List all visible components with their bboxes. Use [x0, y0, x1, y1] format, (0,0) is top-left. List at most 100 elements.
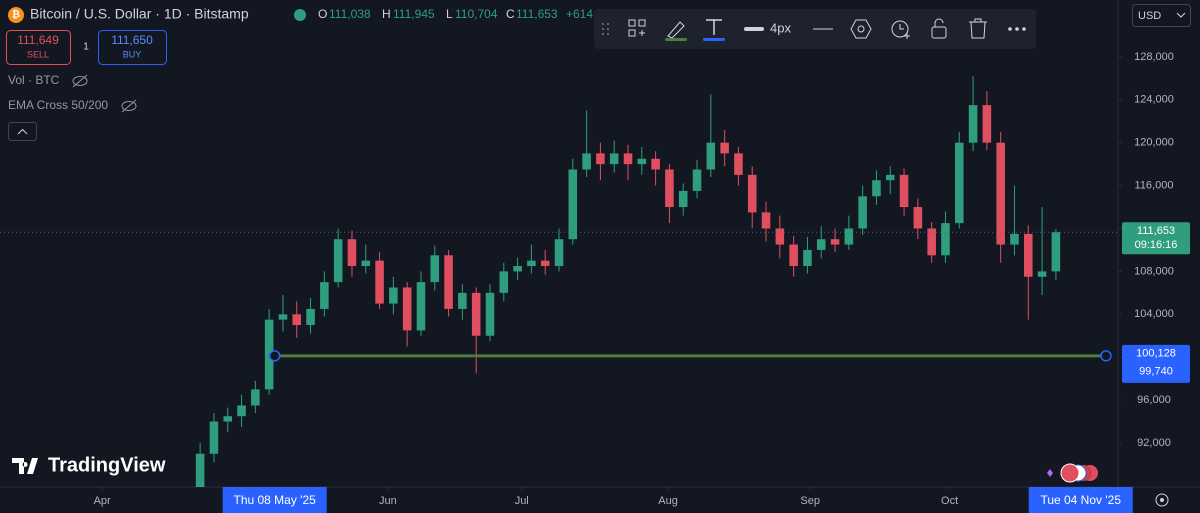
indicator-label: EMA Cross 50/200: [8, 98, 108, 112]
text-icon[interactable]: [706, 19, 722, 35]
candle-body: [968, 105, 978, 143]
sell-button[interactable]: [6, 30, 71, 65]
hide-icon[interactable]: [72, 74, 88, 88]
candle-body: [941, 223, 950, 256]
candle-body: [444, 255, 453, 309]
ohlc-key: L: [446, 7, 453, 21]
hline-price-box: [1122, 344, 1190, 383]
candle-body: [499, 271, 509, 293]
candle-body: [251, 389, 260, 406]
y-tick-label: 104,000: [1134, 308, 1174, 320]
sell-price[interactable]: 111,649: [17, 33, 59, 47]
collapse-icon: [17, 128, 28, 135]
date-highlight-box: [222, 487, 327, 513]
axis-settings[interactable]: [1155, 493, 1169, 507]
candle-body: [237, 405, 246, 417]
x-tick-label: Aug: [658, 495, 678, 507]
candle-body: [1024, 233, 1033, 277]
sell-label[interactable]: SELL: [27, 49, 49, 59]
candle-body: [734, 153, 743, 175]
ohlc-change: +614: [566, 7, 593, 21]
candle-body: [789, 244, 798, 267]
buy-label[interactable]: BUY: [123, 49, 142, 59]
candle-body: [485, 292, 495, 336]
candle-body: [513, 266, 522, 272]
candle-body: [665, 169, 674, 208]
candle-body: [954, 142, 964, 224]
settings-icon-center: [857, 25, 865, 33]
currency-selector[interactable]: [1132, 4, 1191, 27]
line-handle: [1100, 350, 1112, 362]
candle-body: [678, 190, 688, 208]
candle-body: [844, 228, 854, 245]
buy-button[interactable]: [98, 30, 167, 65]
candle-body: [361, 260, 371, 267]
candle-body: [375, 260, 384, 304]
line-width[interactable]: 4px: [770, 20, 791, 35]
hide-icon[interactable]: [121, 99, 137, 113]
y-tick-label: 124,000: [1134, 94, 1174, 106]
candle-body: [927, 228, 936, 256]
ohlc-key: O: [318, 7, 327, 21]
template-icon[interactable]: [628, 19, 646, 37]
candle-body: [872, 180, 881, 197]
ohlc-value: 111,038: [329, 7, 371, 21]
candle-body: [858, 196, 867, 229]
hline-price-label: 100,128: [1136, 348, 1176, 360]
pen-icon[interactable]: [667, 21, 685, 39]
y-tick-label: 108,000: [1134, 265, 1174, 277]
x-tick-label: Sep: [800, 495, 820, 507]
ohlc-key: H: [382, 7, 391, 21]
candle-body: [899, 174, 909, 208]
candle-body: [527, 260, 536, 267]
candle-body: [982, 105, 992, 143]
alert-icon-detail: [899, 24, 910, 39]
x-tick-label: Jul: [515, 495, 529, 507]
indicator-label: Vol · BTC: [8, 73, 60, 87]
candle-body: [292, 314, 302, 326]
candle-body: [996, 142, 1005, 245]
settings-icon[interactable]: [850, 19, 872, 39]
symbol-title: Bitcoin / U.S. Dollar · 1D · Bitstamp: [30, 6, 249, 22]
lock-icon[interactable]: [931, 26, 947, 39]
candle-body: [1037, 271, 1047, 277]
alert-icon[interactable]: [891, 20, 909, 38]
candle-body: [747, 174, 757, 213]
crosshair-price-label: 99,740: [1139, 366, 1173, 378]
candle-body: [609, 153, 619, 165]
ohlc-value: 111,653: [516, 7, 558, 21]
candle-body: [195, 453, 205, 487]
y-tick-label: 116,000: [1135, 179, 1174, 191]
candle-body: [223, 416, 233, 422]
candle-body: [1051, 232, 1061, 272]
ohlc-value: 110,704: [455, 7, 498, 21]
last-price-label: 111,653: [1137, 225, 1175, 237]
btc-icon-glyph: ₿: [12, 9, 20, 21]
delete-icon[interactable]: [969, 18, 987, 39]
order-qty[interactable]: 1: [83, 42, 89, 53]
candle-body: [651, 158, 660, 170]
candle-body: [568, 169, 578, 240]
axes: 92,00096,000100,000104,000108,000112,000…: [94, 51, 1190, 513]
candle-body: [540, 260, 550, 267]
candle-body: [596, 153, 605, 165]
y-tick-label: 96,000: [1137, 394, 1171, 406]
x-tick-label: Oct: [941, 495, 958, 507]
toolbar-drag[interactable]: [602, 23, 609, 35]
countdown-label: 09:16:16: [1135, 239, 1178, 251]
date-highlight-label: Tue 04 Nov '25: [1040, 493, 1121, 507]
candle-body: [761, 212, 771, 229]
buy-price[interactable]: 111,650: [111, 33, 153, 47]
event-icons[interactable]: [1060, 463, 1098, 483]
more-icon[interactable]: [1008, 27, 1026, 31]
currency-label[interactable]: USD: [1138, 10, 1161, 22]
candle-body: [1010, 233, 1019, 245]
collapse-button[interactable]: [8, 122, 37, 141]
candle-body: [347, 239, 357, 267]
candle-body: [692, 169, 702, 191]
width-icon[interactable]: [744, 27, 764, 31]
color-indicator: [665, 38, 687, 41]
ohlc-key: C: [506, 7, 515, 21]
